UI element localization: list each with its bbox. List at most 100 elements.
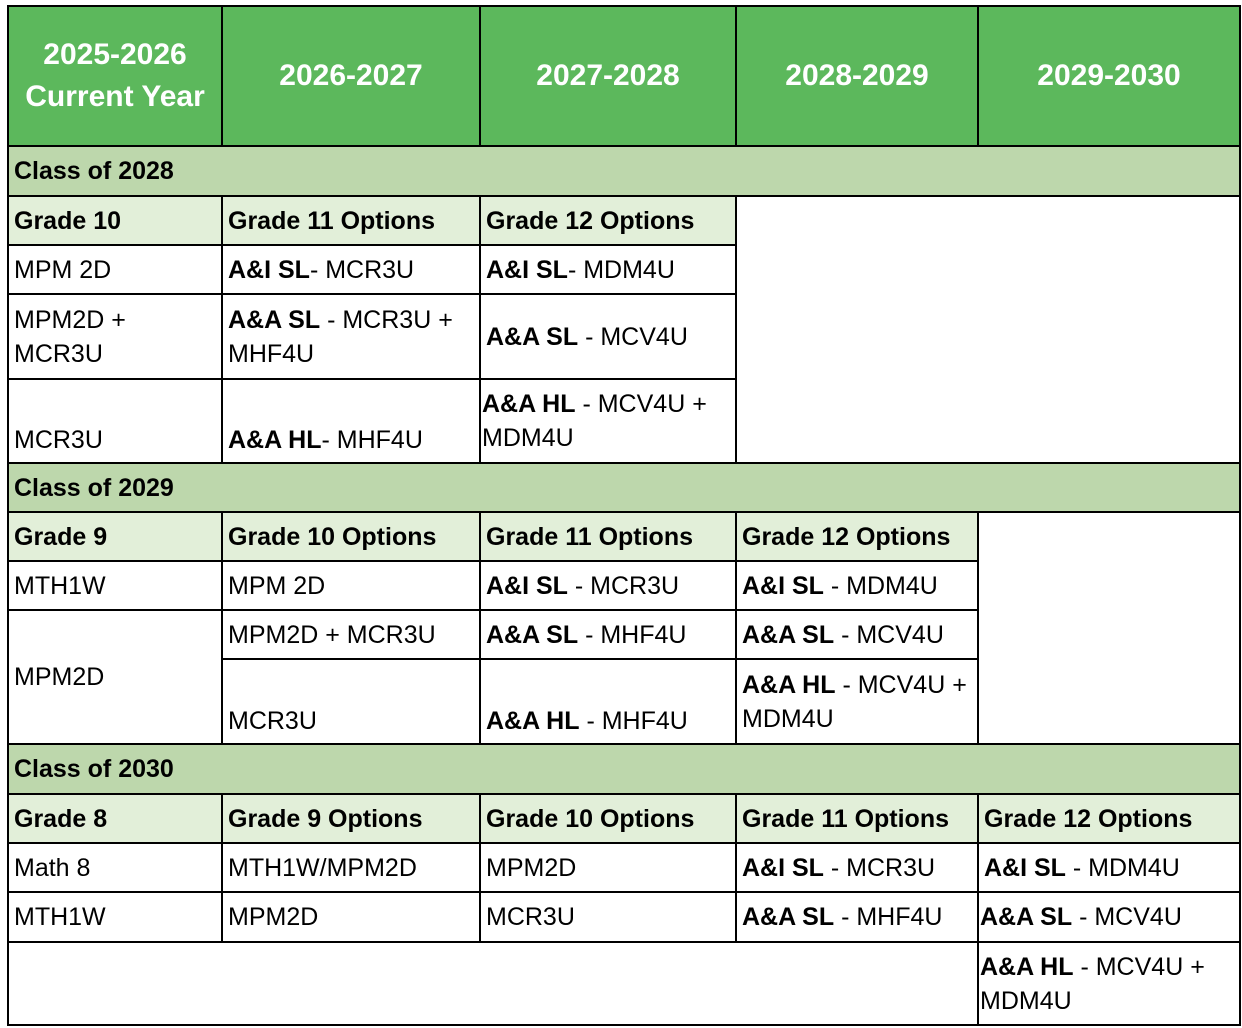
grid-line	[221, 511, 223, 744]
grid-line	[7, 793, 1241, 795]
c2029-r2-c3: A&A SL - MHF4U	[480, 610, 736, 659]
grid-line	[7, 244, 737, 246]
grid-line	[7, 5, 9, 1026]
c2030-r1-c4-bold: A&I SL	[742, 853, 824, 882]
c2030-r2-c5: A&A SL - MCV4U	[978, 892, 1240, 942]
grid-line	[735, 793, 737, 942]
c2030-r2-c5-bold: A&A SL	[980, 903, 1073, 931]
grid-line	[7, 560, 979, 562]
header-year-2027: 2027-2028	[480, 6, 736, 146]
c2028-r2-c1: MPM2D + MCR3U	[14, 305, 126, 368]
c2029-r1-c1: MTH1W	[14, 571, 106, 600]
grid-line	[479, 5, 481, 146]
c2030-r3-c5-bold: A&A HL	[980, 952, 1074, 981]
c2030-r2-c4-bold: A&A SL	[742, 903, 835, 931]
class-2029-title: Class of 2029	[8, 463, 1240, 512]
c2029-r1-c4: A&I SL - MDM4U	[736, 561, 978, 610]
c2028-r3-c1: MCR3U	[14, 426, 103, 454]
c2029-head-2: Grade 10 Options	[222, 512, 480, 561]
c2029-r2-c4-bold: A&A SL	[742, 620, 835, 649]
c2028-r3-c2: A&A HL- MHF4U	[222, 379, 480, 463]
c2028-r3-c2-text: - MHF4U	[321, 426, 423, 454]
grid-line	[7, 293, 737, 295]
grid-line	[221, 5, 223, 146]
grid-line	[7, 609, 979, 611]
c2028-head-3: Grade 12 Options	[480, 196, 736, 245]
c2028-r3-c3-text: - MCV4U + MDM4U	[482, 390, 707, 452]
c2030-r1-c2: MTH1W/MPM2D	[228, 853, 417, 882]
header-year-2025: 2025-2026 Current Year	[8, 6, 222, 146]
c2028-head-1: Grade 10	[8, 196, 222, 245]
c2028-r1-c2-text: - MCR3U	[309, 255, 415, 284]
c2028-r1-c2-bold: A&I SL	[228, 255, 310, 284]
grid-line	[7, 941, 1241, 943]
c2029-r3-c4-text: - MCV4U + MDM4U	[742, 670, 967, 733]
c2030-r1-c5: A&I SL - MDM4U	[978, 843, 1240, 892]
grid-line	[221, 195, 223, 463]
c2028-r1-c3-bold: A&I SL	[486, 255, 568, 284]
c2029-r1-c2: MPM 2D	[228, 571, 326, 600]
c2029-r2-c2: MPM2D + MCR3U	[228, 620, 436, 649]
c2030-head-4: Grade 11 Options	[736, 794, 978, 843]
grid-line	[735, 511, 737, 744]
grid-line	[7, 891, 1241, 893]
c2029-r2-c4-text: - MCV4U	[834, 620, 944, 649]
c2029-r3-c4: A&A HL - MCV4U + MDM4U	[736, 659, 978, 744]
grid-line	[7, 743, 1241, 745]
grid-line	[1239, 5, 1241, 1026]
c2030-head-1: Grade 8	[8, 794, 222, 843]
grid-line	[735, 5, 737, 146]
c2028-r3-c3: A&A HL - MCV4U + MDM4U	[480, 379, 736, 463]
c2030-head-5: Grade 12 Options	[978, 794, 1240, 843]
c2030-r2-c4: A&A SL - MHF4U	[736, 892, 978, 942]
c2028-r2-c3-text: - MCV4U	[578, 322, 688, 351]
grid-line	[7, 511, 1241, 513]
c2029-r3-c4-bold: A&A HL	[742, 670, 836, 699]
c2028-head-2: Grade 11 Options	[222, 196, 480, 245]
c2030-r1-c3: MPM2D	[486, 853, 577, 882]
c2030-r3-c5-text: - MCV4U + MDM4U	[980, 952, 1205, 1015]
c2030-r1-c4-text: - MCR3U	[823, 853, 936, 882]
grid-line	[7, 462, 1241, 464]
c2030-r1-c1: Math 8	[14, 853, 91, 882]
grid-line	[479, 195, 481, 463]
header-year-2028: 2028-2029	[736, 6, 978, 146]
grid-line	[977, 5, 979, 146]
grid-line	[221, 793, 223, 942]
c2028-r2-c2-bold: A&A SL	[228, 305, 321, 334]
c2028-r3-c2-bold: A&A HL	[228, 426, 322, 454]
c2029-r3-c3-text: - MHF4U	[579, 707, 688, 735]
c2029-r2-c3-text: - MHF4U	[578, 620, 687, 649]
c2029-head-3: Grade 11 Options	[480, 512, 736, 561]
grid-line	[7, 195, 1241, 197]
c2029-r2-c3-bold: A&A SL	[486, 620, 579, 649]
grid-line	[7, 1024, 1241, 1026]
grid-line	[479, 793, 481, 942]
header-year-2026: 2026-2027	[222, 6, 480, 146]
grid-line	[7, 378, 737, 380]
c2030-r2-c3: MCR3U	[486, 903, 575, 931]
c2029-r1-c4-bold: A&I SL	[742, 571, 824, 600]
c2029-r1-c3-text: - MCR3U	[567, 571, 680, 600]
c2028-r1-c3: A&I SL- MDM4U	[480, 245, 736, 294]
c2030-r2-c4-text: - MHF4U	[834, 903, 943, 931]
c2029-head-4: Grade 12 Options	[736, 512, 978, 561]
grid-line	[7, 145, 1241, 147]
c2028-r2-c3-bold: A&A SL	[486, 322, 579, 351]
c2030-r2-c5-text: - MCV4U	[1072, 903, 1182, 931]
c2030-r1-c5-bold: A&I SL	[984, 853, 1066, 882]
grid-line	[977, 793, 979, 1025]
c2030-head-2: Grade 9 Options	[222, 794, 480, 843]
c2028-r1-c2: A&I SL- MCR3U	[222, 245, 480, 294]
c2029-r3-c2: MCR3U	[228, 707, 317, 735]
c2030-head-3: Grade 10 Options	[480, 794, 736, 843]
c2030-r1-c4: A&I SL - MCR3U	[736, 843, 978, 892]
class-2030-title: Class of 2030	[8, 744, 1240, 794]
c2029-r3-c3: A&A HL - MHF4U	[480, 659, 736, 744]
c2028-r2-c3: A&A SL - MCV4U	[480, 294, 736, 379]
grid-line	[977, 511, 979, 744]
c2028-r1-c1: MPM 2D	[14, 255, 112, 284]
c2028-r2-c2-text: - MCR3U + MHF4U	[228, 305, 453, 368]
c2029-head-1: Grade 9	[8, 512, 222, 561]
c2028-r1-c3-text: - MDM4U	[567, 255, 675, 284]
